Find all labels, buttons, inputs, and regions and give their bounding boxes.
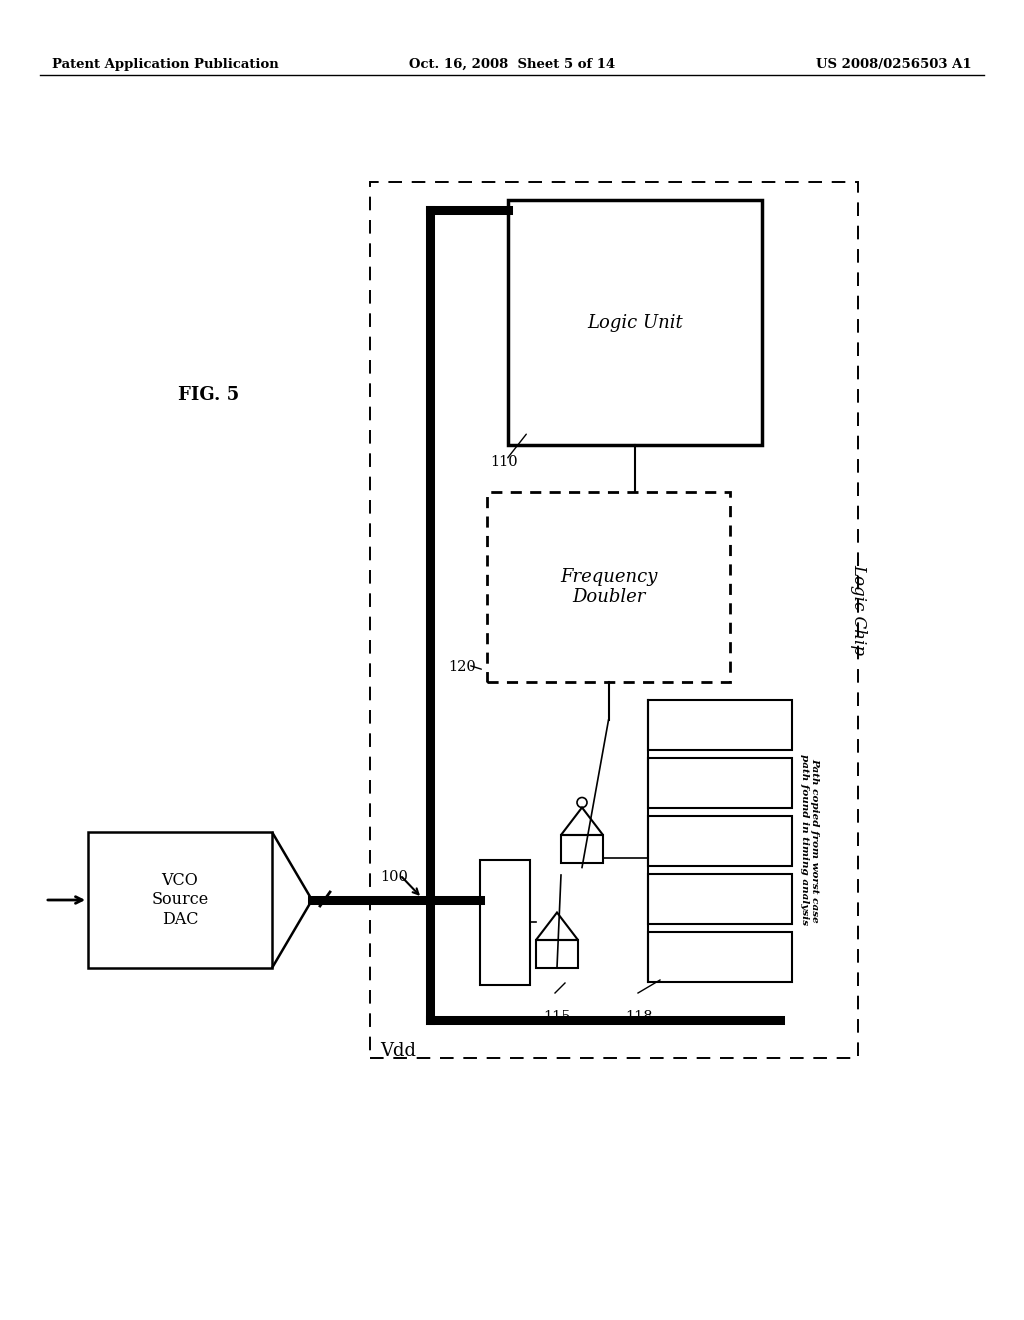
Text: 110: 110 <box>490 455 517 469</box>
Bar <box>648 758 792 808</box>
Text: FIG. 5: FIG. 5 <box>178 385 240 404</box>
Text: Logic Unit: Logic Unit <box>587 314 683 331</box>
Text: Frequency
Doubler: Frequency Doubler <box>560 568 657 606</box>
Text: Vdd: Vdd <box>380 1041 416 1060</box>
Text: 100: 100 <box>380 870 408 884</box>
Text: Patent Application Publication: Patent Application Publication <box>52 58 279 71</box>
Bar <box>648 874 792 924</box>
Text: Logic Chip: Logic Chip <box>850 565 867 656</box>
Bar <box>536 940 578 968</box>
Text: 118: 118 <box>625 1010 652 1024</box>
Text: VCO
Source
DAC: VCO Source DAC <box>152 873 209 928</box>
Text: 120: 120 <box>449 660 476 675</box>
Text: US 2008/0256503 A1: US 2008/0256503 A1 <box>816 58 972 71</box>
Text: 115: 115 <box>543 1010 570 1024</box>
Bar <box>88 832 272 968</box>
Bar <box>561 836 603 862</box>
Text: Oct. 16, 2008  Sheet 5 of 14: Oct. 16, 2008 Sheet 5 of 14 <box>409 58 615 71</box>
Bar <box>648 932 792 982</box>
Bar <box>480 861 530 985</box>
Bar <box>648 816 792 866</box>
Text: Path copied from worst case
path found in timing analysis: Path copied from worst case path found i… <box>800 755 819 925</box>
Bar <box>648 700 792 750</box>
Bar <box>487 492 730 682</box>
Bar <box>370 182 858 1059</box>
Bar <box>508 201 762 445</box>
